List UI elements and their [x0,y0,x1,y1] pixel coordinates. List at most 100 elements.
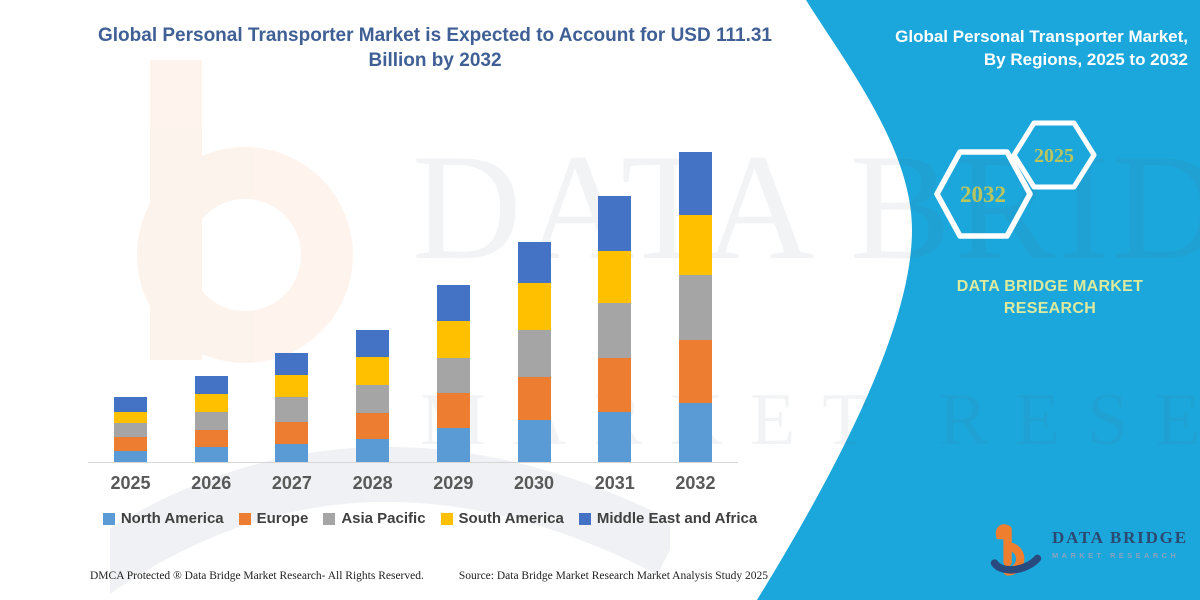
x-axis-label-text: 2029 [433,473,474,493]
bar-segment-2028-south-america [356,357,390,385]
bar-segment-2028-europe [356,413,390,440]
bar-segment-2029-middle-east-and-africa [436,284,470,321]
x-axis-label-text: 2028 [352,473,393,493]
x-axis-label-text: 2030 [514,473,555,493]
side-panel-title: Global Personal Transporter Market, By R… [828,26,1188,72]
hexagon-year-2032: 2032 [960,182,1006,207]
x-axis-label-text: 2032 [675,473,716,493]
bar-segment-2032-europe [678,340,712,404]
bar-segment-2031-asia-pacific [598,302,632,358]
bar-segment-2032-middle-east-and-africa [678,152,712,215]
bar-segment-2031-north-america [598,412,632,462]
legend-item-middle-east-and-africa: Middle East and Africa [578,510,758,527]
hexagon-year-2025: 2025 [1034,145,1074,167]
bar-segment-2029-asia-pacific [436,358,470,394]
side-panel-title-line2: By Regions, 2025 to 2032 [983,49,1188,69]
x-axis-labels: 2025 2026 2027 2028 2029 2030 2031 2032 [88,473,738,494]
side-panel-brand-line2: RESEARCH [1003,300,1097,318]
bar-2031 [598,196,632,462]
bar-segment-2031-middle-east-and-africa [598,196,632,252]
bar-segment-2025-middle-east-and-africa [114,396,147,412]
side-panel-brand: DATA BRIDGE MARKET RESEARCH [935,276,1165,321]
legend-label: Asia Pacific [341,510,426,527]
bar-segment-2026-middle-east-and-africa [194,375,228,394]
bar-2032 [678,152,712,462]
legend-label: Europe [256,510,309,527]
bar-segment-2028-asia-pacific [356,384,390,414]
bar-segment-2032-south-america [678,214,712,275]
x-axis-label-text: 2025 [110,473,151,493]
footer-dmca-text: DMCA Protected ® Data Bridge Market Rese… [90,570,424,582]
bar-segment-2030-middle-east-and-africa [517,241,551,283]
data-bridge-logo-icon [990,524,1042,576]
bar-2026 [194,375,228,462]
company-logo-name: DATA BRIDGE [1052,528,1188,547]
chart-legend: North America Europe Asia Pacific South Ame… [85,510,775,527]
bar-segment-2031-europe [598,357,632,413]
bar-segment-2030-asia-pacific [517,330,551,378]
bar-segment-2030-south-america [517,282,551,331]
x-axis-label-2029: 2029 [433,473,473,494]
bar-segment-2030-north-america [517,420,551,462]
bar-segment-2025-north-america [114,451,147,462]
legend-label: Middle East and Africa [596,510,758,527]
bar-2027 [275,352,309,462]
bar-segment-2032-north-america [678,403,712,462]
x-axis-label-2027: 2027 [272,473,312,494]
bar-segment-2027-north-america [275,443,309,462]
legend-label: South America [458,510,564,527]
bar-segment-2025-asia-pacific [114,423,147,437]
legend-item-south-america: South America [440,510,564,527]
side-panel-brand-line1: DATA BRIDGE MARKET [956,278,1144,295]
company-logo-block: DATA BRIDGE MARKET RESEARCH [988,521,1188,579]
legend-label: North America [120,510,224,527]
legend-swatch-icon [102,512,115,525]
bar-segment-2029-europe [436,393,470,429]
bar-segment-2027-middle-east-and-africa [275,352,309,376]
company-logo-text: DATA BRIDGE MARKET RESEARCH [1052,521,1188,560]
legend-item-europe: Europe [238,510,309,527]
bar-segment-2027-asia-pacific [275,396,309,422]
bar-segment-2026-north-america [194,446,228,462]
bar-segment-2030-europe [517,377,551,421]
bar-segment-2032-asia-pacific [678,274,712,341]
x-axis-label-text: 2027 [271,473,312,493]
bar-2028 [356,330,390,462]
hexagon-badge-2032: 2032 [934,149,1033,239]
hexagon-badges: 2032 2025 [934,120,1097,239]
x-axis-label-2028: 2028 [353,473,393,494]
legend-item-asia-pacific: Asia Pacific [323,510,426,527]
legend-swatch-icon [323,512,336,525]
footer-source-text: Source: Data Bridge Market Research Mark… [458,570,768,582]
bar-segment-2026-south-america [194,393,228,412]
x-axis-label-2030: 2030 [514,473,554,494]
bar-segment-2026-europe [194,430,228,447]
x-axis-label-2032: 2032 [675,473,715,494]
bar-segment-2028-middle-east-and-africa [356,330,390,358]
x-axis-label-2026: 2026 [191,473,231,494]
x-axis-label-text: 2031 [594,473,635,493]
hexagon-badge-2025: 2025 [1011,120,1097,190]
bar-segment-2029-north-america [436,428,470,462]
x-axis-label-text: 2026 [191,473,232,493]
bar-2029 [436,284,470,462]
bar-segment-2025-south-america [114,411,147,424]
bar-segment-2031-south-america [598,251,632,303]
bar-chart-plot-area [88,96,738,463]
bar-segment-2028-north-america [356,439,390,462]
x-axis-label-2031: 2031 [595,473,635,494]
chart-title: Global Personal Transporter Market is Ex… [97,25,772,71]
side-panel-title-line1: Global Personal Transporter Market, [895,27,1188,46]
bar-segment-2026-asia-pacific [194,411,228,431]
bar-segment-2025-europe [114,436,147,452]
bar-segment-2027-south-america [275,375,309,397]
bar-2025 [114,396,147,462]
bar-segment-2027-europe [275,421,309,444]
legend-item-north-america: North America [102,510,224,527]
legend-swatch-icon [578,512,591,525]
bar-segment-2029-south-america [436,320,470,359]
footer: DMCA Protected ® Data Bridge Market Rese… [90,570,768,582]
x-axis-label-2025: 2025 [110,473,150,494]
bar-2030 [517,241,551,462]
